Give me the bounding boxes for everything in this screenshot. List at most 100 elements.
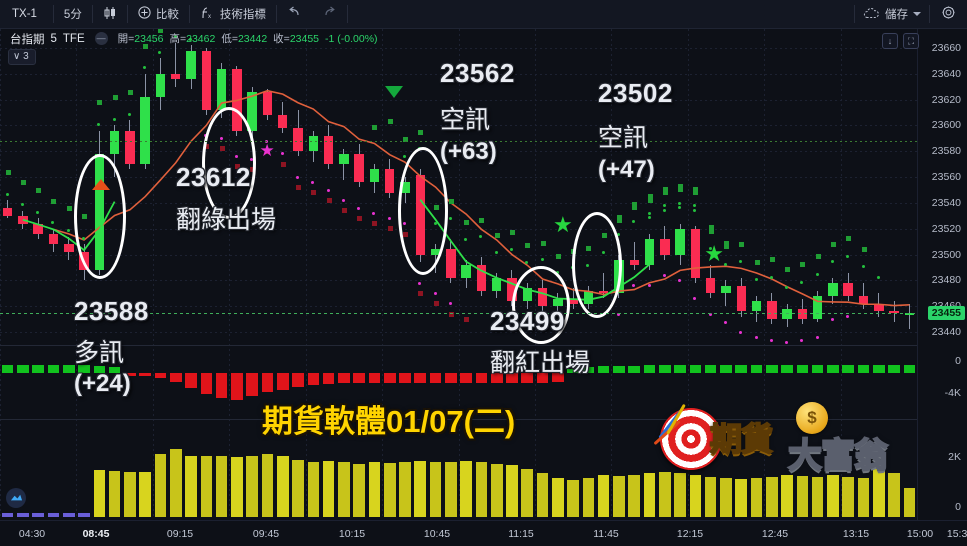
indicators-label: 技術指標 — [219, 9, 266, 21]
low-value: 23442 — [237, 33, 268, 45]
signal-short-2-label: 空訊 — [598, 124, 649, 152]
macd-bar — [414, 373, 427, 383]
close-value: 23455 — [289, 33, 320, 45]
save-button[interactable]: 儲存 — [855, 6, 929, 22]
macd-bar — [399, 373, 411, 383]
settings-button[interactable] — [930, 0, 967, 29]
price-tick-label: 23660 — [931, 41, 961, 54]
volume-bar — [567, 479, 579, 517]
candle-body — [751, 301, 762, 312]
volume-bar — [857, 478, 870, 517]
expand-frame-icon[interactable]: ⛶ — [903, 33, 919, 49]
volume-bar — [78, 513, 90, 517]
indicator-dot — [662, 274, 666, 278]
symbol-button[interactable]: TX-1 — [12, 8, 37, 20]
indicator-dot — [555, 253, 561, 259]
timeframe-chip[interactable]: ∨ 3 — [8, 49, 36, 65]
indicator-dot — [418, 129, 424, 135]
logo-text-secondary: 大富翁 — [787, 436, 889, 476]
plus-circle-icon — [138, 6, 151, 22]
minus-circle-icon[interactable]: — — [94, 32, 108, 45]
indicator-dot — [387, 226, 393, 232]
indicator-dot — [723, 262, 727, 266]
indicator-dot — [403, 137, 408, 143]
volume-bar — [1, 513, 14, 517]
download-arrow-icon[interactable]: ↓ — [882, 33, 898, 49]
indicator-dot — [36, 188, 42, 194]
reference-line — [0, 140, 917, 142]
macd-bar — [872, 364, 885, 374]
candle-body — [889, 311, 899, 314]
indicator-dot — [448, 302, 452, 306]
close-label: 收= — [273, 33, 290, 45]
macd-bar — [659, 365, 671, 374]
indicator-dot — [739, 241, 745, 247]
time-axis[interactable]: 04:30 08:45 09:15 09:45 10:15 10:45 11:15 11:45… — [0, 520, 967, 546]
indicator-dot — [143, 43, 149, 49]
indicator-tick-label: 0 — [955, 501, 961, 513]
macd-bar — [32, 364, 44, 374]
indicator-dot — [158, 50, 162, 54]
volume-bar — [506, 465, 518, 517]
indicator-dot — [616, 312, 620, 316]
macd-bar — [383, 373, 396, 383]
candle-style-button[interactable] — [93, 0, 127, 29]
undo-button[interactable] — [277, 0, 312, 29]
indicator-dot — [861, 265, 865, 269]
macd-bar — [689, 365, 702, 374]
indicator-dot — [739, 260, 743, 264]
volume-bar — [276, 455, 289, 517]
indicators-button[interactable]: x 技術指標 — [190, 0, 276, 29]
chevron-down-icon[interactable] — [913, 12, 921, 16]
macd-bar — [460, 373, 472, 383]
volume-bar — [445, 462, 457, 517]
chart-plot-area[interactable]: ★ ★ ★ — [0, 29, 917, 520]
macd-bar — [185, 373, 197, 388]
candle-body — [858, 295, 869, 304]
redo-button[interactable] — [312, 0, 347, 29]
indicator-dot — [127, 90, 133, 95]
indicator-dot — [693, 204, 697, 208]
indicator-dot — [341, 198, 345, 202]
candle-body — [18, 215, 28, 224]
indicator-dot — [387, 119, 393, 125]
open-value: 23456 — [134, 33, 164, 45]
info-symbol[interactable]: 台指期 — [10, 33, 45, 46]
redo-arrow-icon — [322, 6, 337, 22]
indicator-dot — [846, 315, 850, 319]
candle-body — [705, 277, 716, 294]
interval-button[interactable]: 5分 — [63, 9, 82, 21]
chart-info-bar: 台指期 · 5 · TFE — 開=23456 高=23462 低=23442 … — [0, 30, 378, 49]
volume-bar — [246, 455, 258, 517]
volume-bar — [796, 475, 809, 517]
indicator-dot — [785, 267, 791, 273]
info-exchange: TFE — [62, 32, 85, 45]
volume-bar — [597, 475, 610, 517]
volume-bar — [17, 513, 29, 517]
indicator-dot — [509, 248, 513, 252]
indicator-dot — [280, 152, 284, 156]
indicator-dot — [540, 258, 544, 262]
volume-bar — [62, 513, 75, 517]
magenta-star-marker: ★ — [259, 140, 275, 160]
signal-long-entry-price: 23588 — [74, 296, 149, 326]
time-tick-label: 15:30 — [946, 528, 967, 540]
time-tick-label: 09:45 — [252, 528, 280, 540]
candle-body — [186, 50, 196, 79]
highlight-ellipse-1 — [74, 154, 126, 279]
info-interval[interactable]: 5 — [50, 32, 57, 45]
time-tick-label: 09:15 — [166, 528, 194, 540]
candle-body — [155, 73, 166, 97]
indicator-dot — [662, 189, 668, 195]
price-axis[interactable]: 23660 23640 23620 23600 23580 23560 23540 23520… — [917, 29, 967, 520]
macd-bar — [521, 373, 534, 383]
candle-body — [721, 285, 731, 294]
indicator-dot — [800, 262, 806, 268]
macd-bar — [750, 364, 763, 374]
timeframe-chip-label: 3 — [23, 51, 29, 62]
indicator-dot — [708, 228, 714, 234]
time-tick-label: 15:00 — [906, 528, 934, 540]
indicator-dot — [372, 124, 378, 130]
indicator-dot — [51, 198, 57, 204]
compare-button[interactable]: 比較 — [128, 0, 189, 29]
